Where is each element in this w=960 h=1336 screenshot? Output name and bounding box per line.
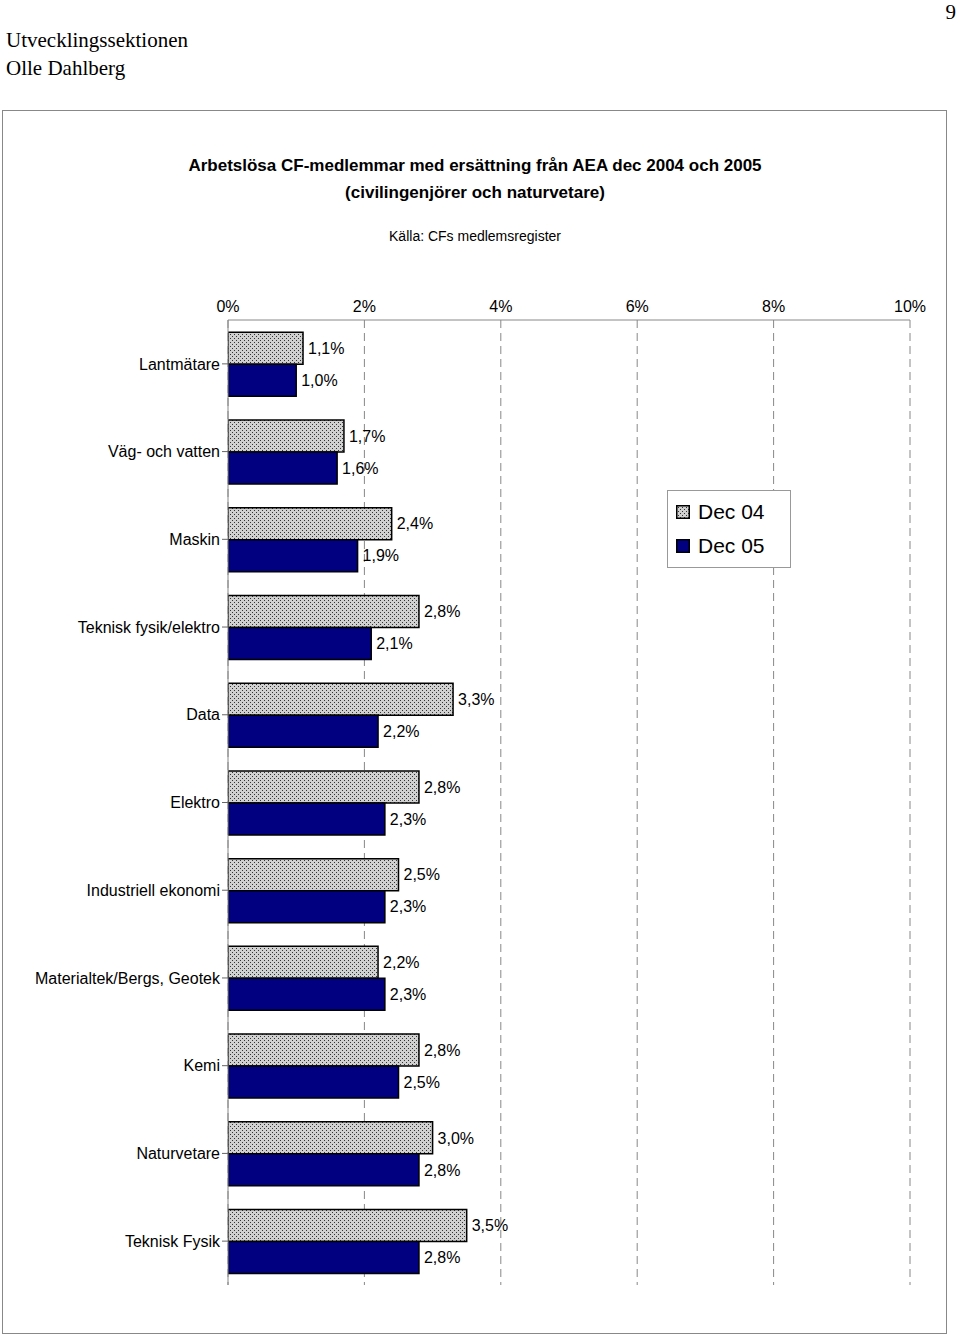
html-text:(civilingenjörer och naturveta: (civilingenjörer och naturvetare) xyxy=(345,183,605,202)
html-text:Dec 04: Dec 04 xyxy=(698,500,765,523)
svg-text:2,8%: 2,8% xyxy=(424,1249,460,1266)
svg-text:2,2%: 2,2% xyxy=(383,954,419,971)
svg-text:1,0%: 1,0% xyxy=(301,372,337,389)
svg-text:Kemi: Kemi xyxy=(184,1057,220,1074)
svg-text:2,4%: 2,4% xyxy=(397,515,433,532)
svg-text:Teknisk fysik/elektro: Teknisk fysik/elektro xyxy=(78,619,220,636)
svg-text:3,3%: 3,3% xyxy=(458,691,494,708)
svg-text:1,9%: 1,9% xyxy=(363,547,399,564)
svg-text:2%: 2% xyxy=(353,298,376,315)
html-text:Olle Dahlberg: Olle Dahlberg xyxy=(6,56,126,80)
svg-text:0%: 0% xyxy=(216,298,239,315)
svg-text:Materialtek/Bergs, Geotek: Materialtek/Bergs, Geotek xyxy=(35,970,221,987)
svg-text:3,5%: 3,5% xyxy=(472,1217,508,1234)
svg-text:Industriell ekonomi: Industriell ekonomi xyxy=(87,882,220,899)
svg-text:2,8%: 2,8% xyxy=(424,1162,460,1179)
svg-text:2,1%: 2,1% xyxy=(376,635,412,652)
svg-text:6%: 6% xyxy=(626,298,649,315)
svg-text:2,8%: 2,8% xyxy=(424,779,460,796)
svg-text:Maskin: Maskin xyxy=(169,531,220,548)
svg-text:2,5%: 2,5% xyxy=(404,866,440,883)
svg-text:3,0%: 3,0% xyxy=(438,1130,474,1147)
html-text:9: 9 xyxy=(945,0,956,24)
svg-text:Teknisk Fysik: Teknisk Fysik xyxy=(125,1233,221,1250)
svg-text:Elektro: Elektro xyxy=(170,794,220,811)
svg-text:1,1%: 1,1% xyxy=(308,340,344,357)
html-text:Utvecklingssektionen: Utvecklingssektionen xyxy=(6,28,188,52)
svg-text:8%: 8% xyxy=(762,298,785,315)
svg-text:Data: Data xyxy=(186,706,220,723)
svg-text:2,8%: 2,8% xyxy=(424,1042,460,1059)
html-text:Dec 05: Dec 05 xyxy=(698,534,765,557)
svg-text:2,3%: 2,3% xyxy=(390,898,426,915)
svg-text:4%: 4% xyxy=(489,298,512,315)
svg-text:2,3%: 2,3% xyxy=(390,986,426,1003)
svg-text:Naturvetare: Naturvetare xyxy=(136,1145,220,1162)
svg-text:2,2%: 2,2% xyxy=(383,723,419,740)
html-text:Källa: CFs medlemsregister: Källa: CFs medlemsregister xyxy=(389,228,561,244)
svg-text:10%: 10% xyxy=(894,298,926,315)
svg-text:2,8%: 2,8% xyxy=(424,603,460,620)
svg-text:2,5%: 2,5% xyxy=(404,1074,440,1091)
svg-text:1,6%: 1,6% xyxy=(342,460,378,477)
svg-text:Lantmätare: Lantmätare xyxy=(139,356,220,373)
svg-text:2,3%: 2,3% xyxy=(390,811,426,828)
html-text:Arbetslösa CF-medlemmar med er: Arbetslösa CF-medlemmar med ersättning f… xyxy=(188,156,762,175)
svg-text:Väg- och vatten: Väg- och vatten xyxy=(108,443,220,460)
svg-text:1,7%: 1,7% xyxy=(349,428,385,445)
